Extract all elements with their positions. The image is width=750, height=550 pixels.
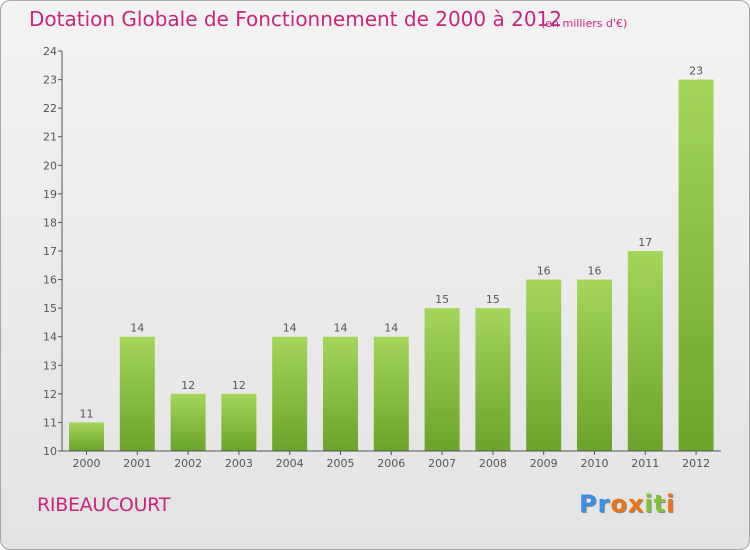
x-tick-label: 2012 — [682, 457, 710, 470]
y-tick-label: 18 — [43, 216, 57, 229]
y-tick-label: 17 — [43, 245, 57, 258]
x-tick-label: 2004 — [276, 457, 304, 470]
y-tick-label: 13 — [43, 359, 57, 372]
x-tick-label: 2005 — [327, 457, 355, 470]
brand-letter: r — [597, 490, 611, 518]
bar-value-label: 14 — [283, 322, 297, 335]
bar-2004 — [272, 336, 308, 451]
bar-2007 — [424, 308, 460, 451]
bar-2001 — [119, 336, 155, 451]
commune-name: RIBEAUCOURT — [37, 494, 171, 516]
x-tick-label: 2009 — [530, 457, 558, 470]
x-tick-label: 2001 — [123, 457, 151, 470]
bar-value-label: 12 — [181, 379, 195, 392]
y-tick-label: 15 — [43, 302, 57, 315]
bar-2003 — [221, 393, 257, 451]
brand-letter: i — [666, 490, 676, 518]
y-tick-label: 22 — [43, 102, 57, 115]
x-tick-label: 2008 — [479, 457, 507, 470]
axes: 10 11 12 13 14 15 16 17 18 19 20 21 22 23 24 2000 2001 20… — [43, 45, 721, 470]
bar-2010 — [577, 279, 612, 451]
y-tick-label: 19 — [43, 188, 57, 201]
bar-value-label: 14 — [334, 322, 348, 335]
chart-title: Dotation Globale de Fonctionnement de 20… — [29, 7, 562, 31]
x-tick-label: 2011 — [631, 457, 659, 470]
y-tick-label: 21 — [43, 131, 57, 144]
bar-2006 — [373, 336, 409, 451]
brand-logo: Proxiti — [579, 490, 675, 518]
bar-value-label: 16 — [588, 265, 602, 278]
bar-value-label: 15 — [435, 293, 449, 306]
bar-value-label: 14 — [384, 322, 398, 335]
y-tick-label: 12 — [43, 388, 57, 401]
x-tick-label: 2010 — [581, 457, 609, 470]
brand-letter: P — [579, 490, 598, 518]
x-tick-label: 2000 — [73, 457, 101, 470]
y-tick-label: 14 — [43, 331, 57, 344]
y-tick-label: 20 — [43, 159, 57, 172]
bar-2008 — [475, 308, 511, 451]
bar-2009 — [526, 279, 562, 451]
bar-value-label: 14 — [130, 322, 144, 335]
chart-subtitle: (en milliers d'€) — [541, 17, 628, 30]
brand-letter: x — [627, 490, 645, 518]
brand-letter: o — [610, 490, 628, 518]
y-tick-label: 11 — [43, 416, 57, 429]
bar-2005 — [323, 336, 358, 451]
brand-letter: i — [644, 490, 654, 518]
bar-value-label: 11 — [80, 407, 94, 420]
bar-value-label: 15 — [486, 293, 500, 306]
y-tick-label: 24 — [43, 45, 57, 58]
bar-value-label: 17 — [638, 236, 652, 249]
x-tick-label: 2007 — [428, 457, 456, 470]
brand-letter: t — [653, 490, 667, 518]
x-tick-label: 2006 — [377, 457, 405, 470]
bar-value-label: 12 — [232, 379, 246, 392]
bar-2012 — [678, 79, 714, 452]
bar-2011 — [627, 251, 663, 451]
y-tick-label: 10 — [43, 445, 57, 458]
x-tick-label: 2002 — [174, 457, 202, 470]
bar-2000 — [69, 422, 104, 451]
y-tick-label: 23 — [43, 74, 57, 87]
x-tick-label: 2003 — [225, 457, 253, 470]
bar-value-label: 16 — [537, 265, 551, 278]
bars: 11 14 12 12 14 14 14 15 15 16 16 17 23 — [69, 65, 714, 452]
bar-value-label: 23 — [689, 65, 703, 78]
y-tick-label: 16 — [43, 274, 57, 287]
bar-2002 — [170, 393, 206, 451]
